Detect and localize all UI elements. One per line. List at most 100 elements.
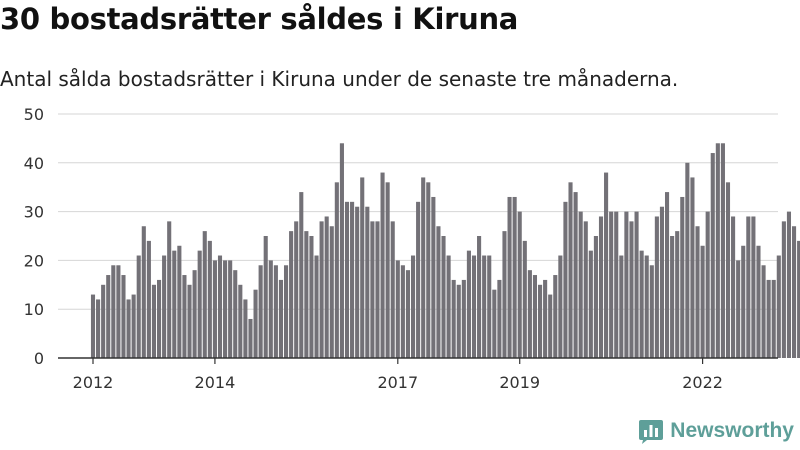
bar [431,196,436,358]
bar [212,260,217,358]
bar [715,143,720,358]
bar [771,279,776,358]
bar [532,275,538,358]
bar [350,201,355,358]
bar [573,192,578,358]
bar [614,211,619,358]
bar [177,245,182,358]
bar [482,255,487,358]
bar [487,255,492,358]
bar [319,221,324,358]
bar [380,172,385,358]
bar [156,279,162,358]
bar [370,221,375,358]
bar [309,236,314,358]
bar [289,231,294,358]
bar [583,221,588,358]
bar [700,245,705,358]
bar [751,216,756,358]
chart-subtitle: Antal sålda bostadsrätter i Kiruna under… [0,67,679,91]
bar [273,265,278,358]
bar [116,265,121,358]
bar [720,143,725,358]
bar [192,270,197,358]
bar [731,216,736,358]
bar [578,211,583,358]
bar [436,226,441,358]
bar [172,250,177,358]
bar [776,255,781,358]
bar [568,182,573,358]
bar [299,192,304,358]
bar [543,279,548,358]
bar [471,255,477,358]
bar [797,240,800,358]
bar [248,318,253,358]
bar [126,299,131,358]
bar-chart-speech-bubble-icon [639,420,664,444]
bar [710,153,715,358]
bar [360,177,365,358]
bar [294,221,299,358]
bar [558,255,563,358]
bar [446,255,451,358]
bar [187,284,192,358]
bar [243,299,248,358]
bar [400,265,405,358]
bar [416,201,421,358]
bar [375,221,380,358]
bar [167,221,172,358]
bar [182,275,187,358]
bar [131,294,136,358]
bar [96,299,101,358]
bar [162,255,167,358]
bar [283,265,289,358]
bar [263,236,268,358]
x-tick-label: 2014 [195,373,236,392]
bar [649,265,654,358]
bar [766,279,771,358]
chart-title: 30 bostadsrätter såldes i Kiruna [0,2,519,36]
bar [563,201,568,358]
bar [151,284,157,358]
y-tick-label: 40 [24,154,44,173]
bar [334,182,339,358]
bar [278,279,284,358]
y-tick-label: 30 [24,203,44,222]
brand-name: Newsworthy [670,419,794,442]
y-tick-label: 50 [24,105,44,124]
bar [365,206,370,358]
bar [644,255,649,358]
bar [619,255,624,358]
bar [705,211,710,358]
bar [522,240,527,358]
bar [593,236,598,358]
bar [233,270,238,358]
bar [659,206,665,358]
bar [675,231,680,358]
bar [405,270,411,358]
bar [791,226,797,358]
y-tick-label: 20 [24,251,44,270]
bar [781,221,786,358]
bar [111,265,116,358]
bar [725,182,731,358]
bar [253,289,258,358]
bar [527,270,532,358]
bar [304,231,309,358]
bar [461,279,466,358]
bar [761,265,766,358]
x-tick-label: 2019 [499,373,540,392]
bar [517,211,522,358]
bar [339,143,344,358]
bar [786,211,792,358]
bar [207,240,212,358]
bar [421,177,426,358]
bar [395,260,400,358]
bar [90,294,96,358]
bar [141,226,146,358]
y-tick-label: 10 [24,300,44,319]
bar [512,196,517,358]
bar [746,216,751,358]
